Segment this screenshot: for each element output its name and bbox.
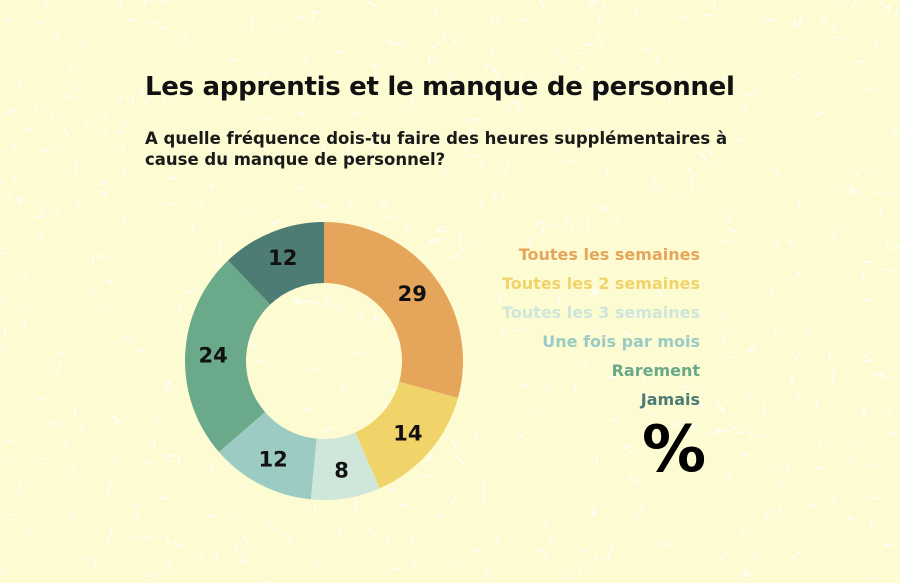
donut-slice-2 <box>355 381 458 489</box>
slice-value-label: 12 <box>258 448 287 472</box>
slice-value-label: 8 <box>334 459 349 483</box>
percent-unit-label: % <box>642 413 707 487</box>
chart-title: Les apprentis et le manque de personnel <box>145 72 735 102</box>
chart-subtitle: A quelle fréquence dois-tu faire des heu… <box>145 129 728 169</box>
legend-item: Jamais <box>640 390 700 409</box>
legend-item: Rarement <box>611 361 700 380</box>
legend-item: Toutes les semaines <box>518 245 700 264</box>
slice-value-label: 12 <box>268 246 297 270</box>
legend-item: Toutes les 2 semaines <box>502 274 700 293</box>
legend: Toutes les semaines Toutes les 2 semaines… <box>502 240 700 414</box>
donut-slice-6 <box>228 222 324 305</box>
slice-value-label: 24 <box>198 344 227 368</box>
slice-value-label: 14 <box>393 422 422 446</box>
legend-item: Toutes les 3 semaines <box>502 303 700 322</box>
donut-slice-5 <box>185 260 271 453</box>
donut-slice-4 <box>218 412 317 500</box>
slice-value-label: 29 <box>398 282 427 306</box>
donut-slice-3 <box>310 432 380 501</box>
donut-slice-1 <box>324 222 463 399</box>
legend-item: Une fois par mois <box>542 332 700 351</box>
